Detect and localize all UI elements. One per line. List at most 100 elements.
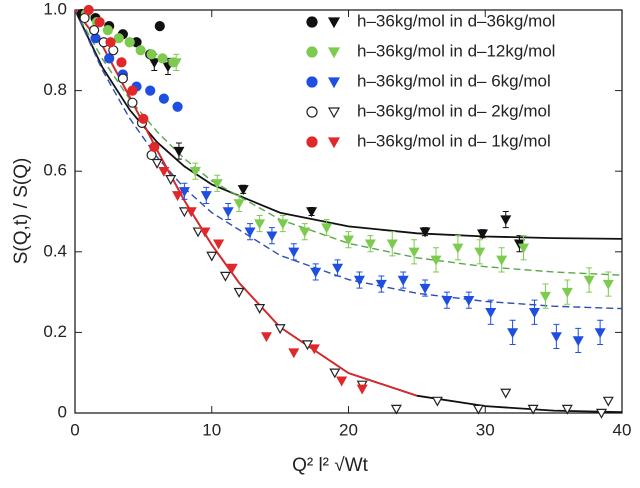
y-tick-label: 0.6 <box>43 161 67 180</box>
triangle-point <box>430 255 442 266</box>
circle-point <box>124 37 135 48</box>
triangle-point <box>306 207 318 218</box>
triangle-point <box>463 295 475 306</box>
triangle-point <box>165 175 177 185</box>
triangle-point <box>375 279 387 290</box>
y-tick-label: 0.4 <box>43 241 67 260</box>
circle-point <box>94 16 105 28</box>
circle-point <box>104 53 115 64</box>
triangle-point <box>199 227 211 238</box>
legend-label: h–36kg/mol in d–36kg/mol <box>357 11 555 30</box>
legend-marker <box>306 46 318 58</box>
triangle-point <box>431 396 443 407</box>
circle-point <box>113 33 124 44</box>
triangle-point <box>237 185 249 196</box>
triangle-point <box>595 408 608 419</box>
circle-point <box>83 4 94 16</box>
triangle-point <box>185 207 197 218</box>
circle-point <box>146 49 157 60</box>
triangle-point <box>178 207 190 218</box>
triangle-point <box>332 263 344 274</box>
triangle-point <box>299 227 311 238</box>
legend-marker <box>327 17 341 29</box>
triangle-point <box>206 251 218 262</box>
triangle-point <box>419 227 431 238</box>
circle-point <box>117 73 128 84</box>
triangle-point <box>507 328 519 339</box>
triangle-point <box>572 336 584 347</box>
triangle-point <box>151 158 163 169</box>
triangle-point <box>408 247 420 258</box>
fit-line <box>74 9 418 397</box>
fit-line <box>74 9 623 240</box>
circle-point <box>105 37 116 48</box>
triangle-point <box>364 239 376 250</box>
triangle-point <box>397 275 409 286</box>
triangle-point <box>254 219 266 230</box>
x-axis-label: Q² l² √Wt <box>292 455 369 476</box>
triangle-point <box>266 231 278 242</box>
triangle-point <box>539 291 551 302</box>
triangle-point <box>233 287 245 298</box>
triangle-point <box>158 167 170 177</box>
legend-label: h–36kg/mol in d– 1kg/mol <box>357 131 551 150</box>
circle-point <box>135 45 146 56</box>
triangle-point <box>452 243 464 254</box>
triangle-point <box>500 215 512 226</box>
triangle-point <box>172 191 184 202</box>
circle-point <box>138 113 149 124</box>
triangle-point <box>474 247 486 258</box>
y-tick-label: 0.2 <box>43 322 67 341</box>
triangle-point <box>222 207 234 218</box>
triangle-point <box>189 167 201 177</box>
triangle-point <box>386 239 398 250</box>
circle-point <box>158 93 169 104</box>
triangle-point <box>219 271 231 282</box>
triangle-point <box>356 384 368 395</box>
triangle-point <box>226 263 238 274</box>
triangle-point <box>288 247 300 258</box>
y-tick-label: 0.8 <box>43 80 67 99</box>
triangle-point <box>561 287 573 298</box>
circle-point <box>145 85 156 96</box>
triangle-point <box>419 283 431 294</box>
triangle-point <box>310 267 322 278</box>
fit-line <box>74 9 623 276</box>
triangle-point <box>390 404 402 415</box>
circle-point <box>149 141 160 153</box>
triangle-point <box>192 227 204 238</box>
legend-marker <box>306 106 318 118</box>
triangle-point <box>336 376 348 387</box>
triangle-point <box>342 235 355 246</box>
circle-point <box>79 12 90 24</box>
circle-point <box>116 57 127 68</box>
triangle-point <box>353 275 365 286</box>
circle-point <box>157 53 168 64</box>
legend-marker <box>306 136 318 148</box>
circle-point <box>127 85 138 96</box>
triangle-point <box>602 279 614 290</box>
triangle-point <box>308 344 320 355</box>
triangle-point <box>602 396 614 407</box>
fit-line <box>74 9 623 310</box>
triangle-point <box>527 404 539 415</box>
legend-marker <box>327 47 341 59</box>
triangle-point <box>274 324 286 335</box>
y-axis-label: S(Q,t) / S(Q) <box>11 158 32 265</box>
triangle-point <box>170 58 182 69</box>
legend-marker <box>306 16 318 28</box>
triangle-point <box>277 219 289 230</box>
legend-marker <box>327 137 341 149</box>
triangle-point <box>561 404 573 415</box>
x-tick-label: 20 <box>339 420 358 439</box>
triangle-point <box>211 179 223 190</box>
legend-marker <box>327 77 341 89</box>
legend-marker <box>327 107 341 119</box>
circle-point <box>172 101 183 112</box>
x-tick-label: 30 <box>476 420 495 439</box>
triangle-point <box>288 348 300 359</box>
triangle-point <box>528 308 540 318</box>
triangle-point <box>496 255 508 266</box>
triangle-point <box>441 295 453 306</box>
